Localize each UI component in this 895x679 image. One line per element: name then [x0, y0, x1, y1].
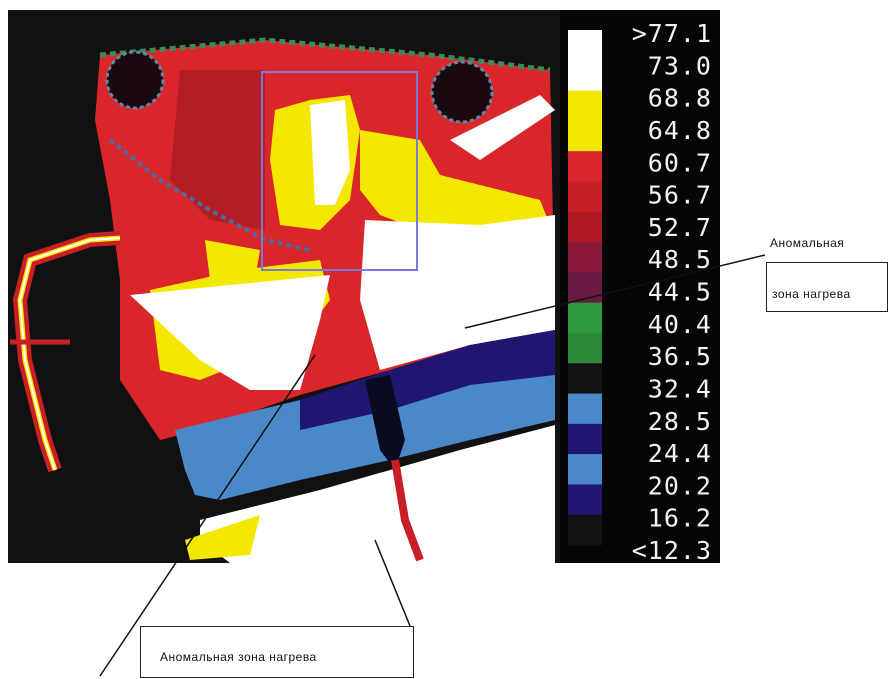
hole-right: [430, 60, 494, 124]
dark-streak: [365, 375, 405, 470]
scale-label: 44.5: [648, 278, 712, 307]
scale-label: >77.1: [632, 19, 712, 48]
scale-label: 52.7: [648, 213, 712, 242]
callout-right-line1: Аномальная: [770, 236, 845, 250]
hot-region-yellow-bottom: [185, 515, 260, 560]
hole-left: [105, 50, 165, 110]
scale-label: 56.7: [648, 181, 712, 210]
edge-band: [108, 138, 311, 252]
scale-swatch: [568, 211, 602, 243]
leader-line-right: [464, 254, 766, 329]
scale-label: 16.2: [648, 504, 712, 533]
scale-swatch: [568, 423, 602, 455]
scale-swatch: [568, 242, 602, 273]
scale-swatch: [568, 120, 602, 152]
scale-label: <12.3: [632, 536, 712, 565]
hot-region-yellow: [360, 130, 550, 235]
scale-label: 32.4: [648, 374, 712, 403]
cool-band-blue: [175, 400, 300, 470]
scale-swatch: [568, 332, 602, 364]
scale-swatch: [568, 272, 602, 304]
scale-label: 28.5: [648, 407, 712, 436]
scale-swatch: [568, 514, 602, 546]
scale-label: 20.2: [648, 471, 712, 500]
scale-label: 24.4: [648, 439, 712, 468]
scale-label: 40.4: [648, 310, 712, 339]
callout-box-bottom: [140, 626, 414, 678]
scale-swatch: [568, 454, 602, 485]
hot-region-white: [130, 275, 330, 390]
scale-swatch: [568, 30, 602, 61]
selection-rectangle: [261, 71, 418, 271]
callout-bottom-text: Аномальная зона нагрева: [160, 650, 317, 664]
hot-region-yellow: [205, 240, 260, 280]
hot-region-white: [450, 95, 555, 160]
color-scale-swatches: [568, 30, 602, 546]
heated-region-dark-red: [170, 70, 265, 230]
pipe-stripe: [391, 459, 424, 562]
cool-band-blue: [185, 375, 555, 500]
scale-swatch: [568, 60, 602, 92]
scale-label: 68.8: [648, 84, 712, 113]
edge-band: [99, 37, 551, 73]
scale-swatch: [568, 181, 602, 213]
scale-label: 36.5: [648, 342, 712, 371]
color-scale-labels: >77.1 73.0 68.8 64.8 60.7 56.7 52.7 48.5 44.5 40.…: [632, 19, 712, 565]
scale-swatch: [568, 363, 602, 395]
scale-label: 60.7: [648, 148, 712, 177]
scale-swatch: [568, 90, 602, 122]
scale-label: 73.0: [648, 51, 712, 80]
callout-right-line2: зона нагрева: [772, 287, 851, 301]
scale-label: 64.8: [648, 116, 712, 145]
scale-label: 48.5: [648, 245, 712, 274]
hot-region-white: [360, 215, 555, 370]
scale-swatch: [568, 151, 602, 182]
scale-swatch: [568, 393, 602, 425]
scale-swatch: [568, 302, 602, 334]
scale-swatch: [568, 484, 602, 516]
leader-line-bottom-a: [99, 354, 316, 677]
leader-line-bottom-b: [374, 539, 411, 627]
callout-box-right: [766, 262, 888, 312]
hot-region-white: [310, 100, 350, 205]
hot-region-white-bottom: [200, 425, 555, 563]
pipe-left-core: [18, 237, 121, 471]
